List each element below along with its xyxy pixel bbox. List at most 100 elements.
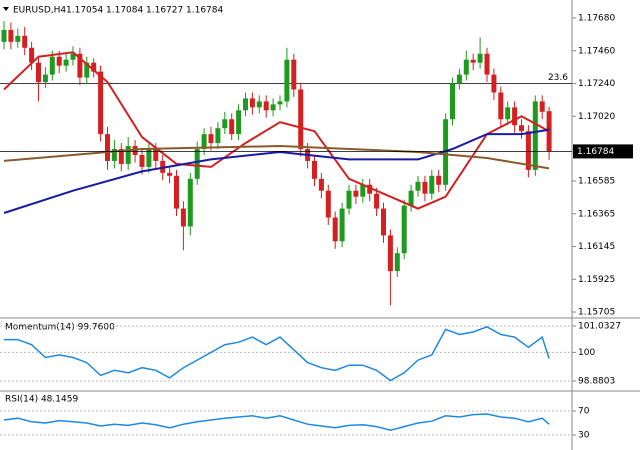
candle-body bbox=[111, 149, 117, 161]
candle-body bbox=[401, 205, 407, 254]
candle-body bbox=[229, 119, 235, 135]
candle-body bbox=[436, 175, 442, 185]
candle-body bbox=[339, 208, 345, 242]
candle-body bbox=[505, 107, 511, 120]
candle-body bbox=[215, 128, 221, 144]
indicator-line bbox=[3, 413, 550, 431]
candle-body bbox=[539, 101, 545, 112]
candle-body bbox=[394, 253, 400, 272]
candle-body bbox=[360, 184, 366, 197]
candle-body bbox=[346, 190, 352, 209]
y-tick-label: 70 bbox=[578, 407, 590, 417]
candle-body bbox=[381, 208, 386, 236]
candle-body bbox=[146, 149, 152, 167]
y-tick-label: 1.17460 bbox=[578, 46, 615, 56]
candle-body bbox=[194, 149, 200, 179]
candle-body bbox=[367, 184, 373, 194]
candle-body bbox=[491, 74, 497, 93]
candle-body bbox=[546, 111, 552, 152]
candle-body bbox=[98, 71, 104, 135]
y-tick-label: 1.15925 bbox=[578, 275, 615, 285]
candle-body bbox=[84, 62, 90, 78]
candle-body bbox=[532, 101, 538, 170]
candle-body bbox=[105, 134, 110, 161]
candle-body bbox=[1, 29, 7, 42]
candle-body bbox=[153, 149, 159, 161]
candle-body bbox=[318, 178, 324, 191]
y-tick-label: 1.15705 bbox=[578, 308, 615, 318]
candle-body bbox=[256, 101, 262, 108]
y-tick-label: 100 bbox=[578, 348, 595, 358]
candle-body bbox=[91, 62, 97, 72]
rsi-title: RSI(14) 48.1459 bbox=[5, 395, 78, 405]
candle-body bbox=[291, 59, 297, 90]
candle-body bbox=[15, 35, 21, 42]
candle-body bbox=[180, 208, 186, 227]
candle-body bbox=[525, 131, 531, 170]
candle-body bbox=[456, 74, 462, 84]
price-tag-label: 1.16784 bbox=[577, 147, 614, 157]
candle-body bbox=[332, 217, 338, 242]
candle-body bbox=[118, 149, 124, 164]
y-tick-label: 1.16145 bbox=[578, 242, 615, 252]
candle-body bbox=[201, 134, 207, 150]
candle-body bbox=[387, 235, 393, 272]
candle-body bbox=[450, 83, 455, 120]
candle-body bbox=[70, 53, 76, 60]
candle-body bbox=[470, 59, 476, 63]
y-tick-label: 1.17020 bbox=[578, 112, 615, 122]
candle-body bbox=[429, 175, 435, 194]
candle-body bbox=[63, 59, 69, 66]
candle-body bbox=[208, 134, 214, 144]
candle-body bbox=[222, 119, 228, 129]
candle-body bbox=[249, 98, 255, 108]
indicator-line bbox=[3, 128, 550, 214]
y-tick-label: 98.8803 bbox=[578, 376, 615, 386]
candle-body bbox=[29, 47, 35, 63]
candle-body bbox=[463, 59, 469, 75]
momentum-title: Momentum(14) 99.7600 bbox=[5, 323, 115, 333]
candle-body bbox=[498, 92, 504, 120]
ohlc-low: 1.16727 bbox=[146, 6, 183, 16]
y-tick-label: 30 bbox=[578, 431, 590, 441]
symbol-title: EURUSD,H4 bbox=[13, 6, 66, 16]
y-tick-label: 1.17240 bbox=[578, 79, 615, 89]
candle-body bbox=[415, 181, 421, 191]
candle-body bbox=[243, 98, 248, 111]
ohlc-close: 1.16784 bbox=[186, 6, 223, 16]
ohlc-open: 1.17054 bbox=[66, 6, 103, 16]
candle-body bbox=[174, 175, 179, 209]
indicator-line bbox=[3, 51, 550, 210]
y-tick-label: 1.16365 bbox=[578, 209, 615, 219]
candle-body bbox=[167, 172, 173, 176]
y-tick-label: 1.17680 bbox=[578, 14, 615, 24]
candle-body bbox=[512, 107, 518, 126]
price-tag bbox=[573, 144, 633, 159]
indicator-line bbox=[3, 144, 550, 170]
indicator-line bbox=[4, 325, 550, 382]
candle-body bbox=[139, 154, 145, 167]
candle-body bbox=[325, 190, 331, 218]
candle-body bbox=[42, 74, 48, 83]
candle-body bbox=[56, 56, 62, 66]
candle-body bbox=[477, 53, 483, 63]
candle-body bbox=[270, 104, 276, 111]
candle-body bbox=[36, 62, 41, 83]
candle-body bbox=[484, 53, 490, 75]
candle-body bbox=[312, 160, 317, 179]
candle-body bbox=[284, 59, 290, 102]
fib-label: 23.6 bbox=[548, 73, 568, 83]
candle-body bbox=[277, 101, 283, 105]
y-tick-label: 101.0327 bbox=[578, 322, 621, 332]
candle-body bbox=[22, 35, 28, 48]
candle-body bbox=[374, 193, 380, 209]
candle-body bbox=[408, 190, 414, 206]
ohlc-high: 1.17084 bbox=[106, 6, 143, 16]
candle-body bbox=[77, 53, 83, 78]
candle-body bbox=[353, 190, 359, 197]
candle-body bbox=[125, 146, 131, 164]
candle-body bbox=[263, 101, 269, 111]
candle-body bbox=[236, 110, 242, 135]
